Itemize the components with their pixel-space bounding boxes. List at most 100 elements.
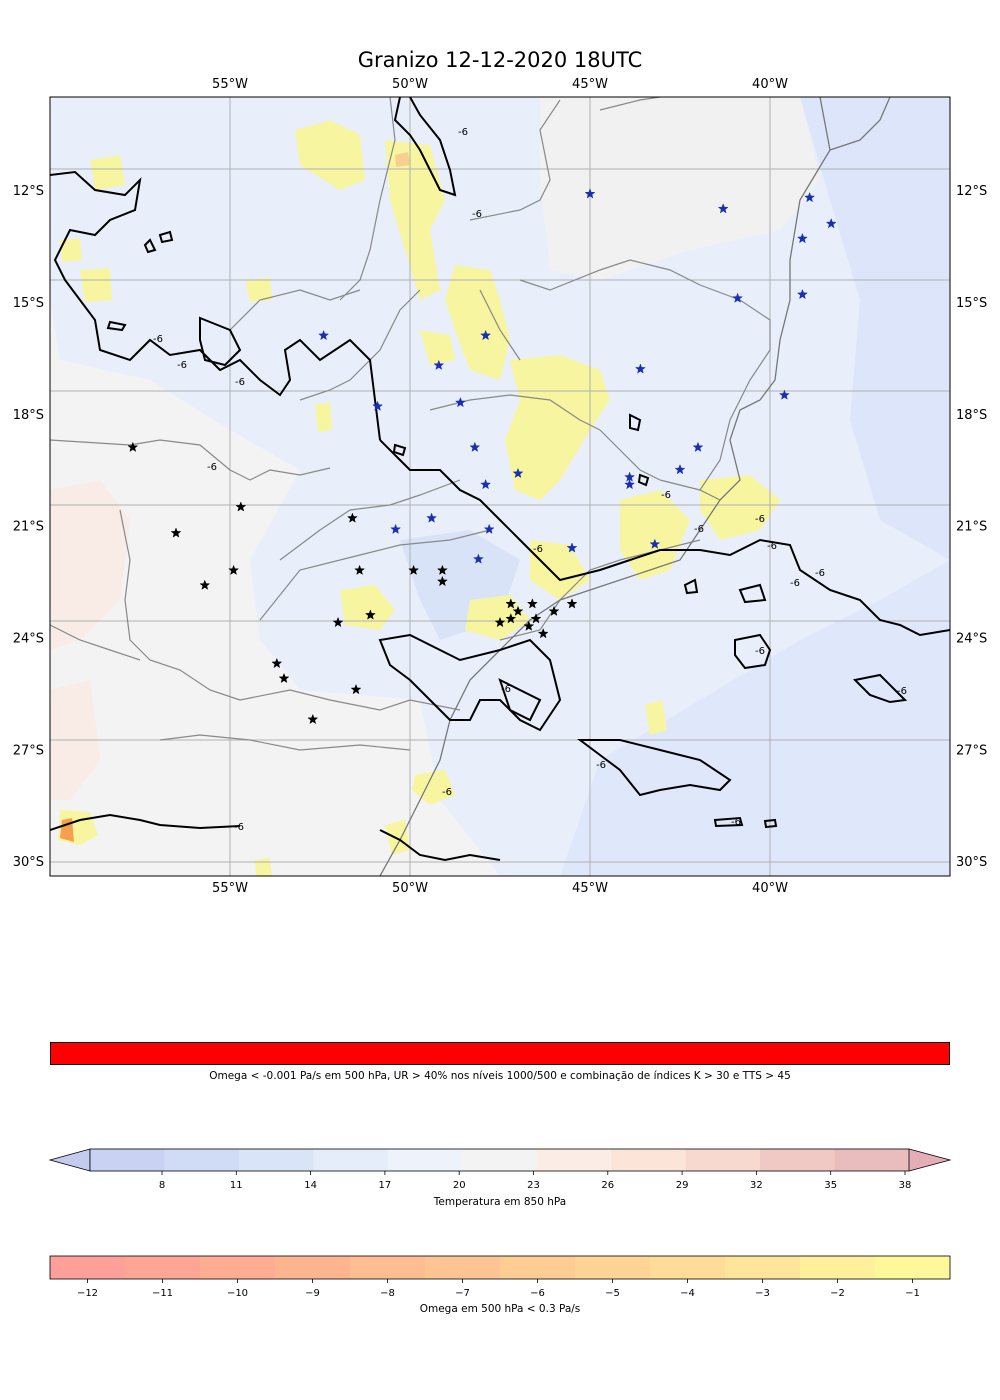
hail-report-blue-star <box>634 363 646 374</box>
criteria-colorbar <box>50 1042 950 1065</box>
contour-label: -6 <box>755 514 765 525</box>
colorbar-segment <box>875 1256 951 1279</box>
hail-report-black-star <box>548 605 560 616</box>
contour-label: -6 <box>501 684 511 695</box>
hail-report-blue-star <box>584 188 596 199</box>
hail-report-blue-star <box>796 288 808 300</box>
colorbar-tick-label: 14 <box>304 1180 317 1191</box>
hail-report-black-star <box>523 620 535 631</box>
colorbar-tick-label: 11 <box>230 1180 243 1191</box>
hail-report-black-star <box>170 527 182 538</box>
contour-label: -6 <box>755 646 765 657</box>
hail-report-black-star <box>271 657 283 669</box>
colorbar-segment <box>425 1256 501 1279</box>
hail-report-black-star <box>505 613 517 624</box>
longitude-tick-label: 50°W <box>392 77 428 92</box>
hail-report-black-star <box>228 564 240 575</box>
hail-report-black-star <box>332 616 344 628</box>
colorbar-tick-label: 8 <box>159 1180 165 1191</box>
hail-report-blue-star <box>825 217 837 229</box>
contour-label: -6 <box>177 360 187 371</box>
latitude-labels: 12°S 12°S 15°S 15°S 18°S 18°S 21°S 21°S 24°S 24°S… <box>13 184 988 870</box>
contour-label: -6 <box>596 760 606 771</box>
latitude-tick-label: 18°S <box>956 408 987 423</box>
contour-label: -6 <box>472 209 482 220</box>
latitude-tick-label: 27°S <box>956 743 987 758</box>
colorbar-segment <box>834 1149 910 1171</box>
contour-label: -6 <box>458 127 468 138</box>
temperature-colorbar-label: Temperatura em 850 hPa <box>433 1196 567 1208</box>
colorbar-segment <box>536 1149 612 1171</box>
colorbar-segment <box>387 1149 463 1171</box>
colorbar-tick-label: −4 <box>680 1288 695 1299</box>
omega-contours <box>50 97 950 862</box>
latitude-tick-label: 21°S <box>13 520 44 535</box>
longitude-tick-label: 40°W <box>752 77 788 92</box>
colorbar-segment <box>650 1256 726 1279</box>
hail-report-blue-star <box>469 441 481 452</box>
hail-report-blue-star <box>483 523 495 534</box>
map-title: Granizo 12-12-2020 18UTC <box>357 48 643 72</box>
colorbar-extend-max <box>908 1148 952 1172</box>
latitude-tick-label: 30°S <box>956 855 987 870</box>
hail-report-black-star <box>537 627 549 639</box>
latitude-tick-label: 15°S <box>956 296 987 311</box>
hail-report-blue-star <box>318 329 330 341</box>
contour-label: -6 <box>897 686 907 697</box>
longitude-tick-label: 40°W <box>752 881 788 896</box>
hail-report-blue-star <box>692 441 704 452</box>
hail-report-blue-star <box>480 478 492 490</box>
contour-label: -6 <box>153 334 163 345</box>
hail-report-blue-star <box>717 203 729 214</box>
hail-report-blue-star <box>426 512 438 523</box>
hail-report-black-star <box>505 598 517 609</box>
colorbar-segment <box>500 1256 576 1279</box>
hail-report-blue-star <box>512 467 524 479</box>
latitude-tick-label: 21°S <box>956 520 987 535</box>
longitude-labels: 55°W 55°W 50°W 50°W 45°W 45°W 40°W 40°W <box>212 77 788 896</box>
hail-report-blue-star <box>796 232 808 244</box>
latitude-tick-label: 12°S <box>956 184 987 199</box>
hail-report-black-star <box>512 605 524 616</box>
contour-label: -6 <box>234 822 244 833</box>
gridlines <box>50 97 950 876</box>
hail-reports-blue <box>318 188 837 564</box>
longitude-tick-label: 45°W <box>572 77 608 92</box>
contour-label: -6 <box>207 462 217 473</box>
colorbar-segment <box>685 1149 761 1171</box>
longitude-tick-label: 55°W <box>212 881 248 896</box>
contour-label: -6 <box>533 544 543 555</box>
hail-report-black-star <box>436 564 448 575</box>
latitude-tick-label: 12°S <box>13 184 44 199</box>
contour-label: -6 <box>815 568 825 579</box>
hail-report-black-star <box>354 564 366 575</box>
longitude-tick-label: 45°W <box>572 881 608 896</box>
temperature-colorbar: 8 11 14 17 20 23 26 29 32 35 38 <box>48 1148 952 1191</box>
hail-report-black-star <box>235 501 247 512</box>
contour-label: -6 <box>235 377 245 388</box>
contour-label: -6 <box>790 578 800 589</box>
colorbar-tick-label: 35 <box>824 1180 837 1191</box>
map-frame <box>49 96 951 877</box>
colorbar-segment <box>275 1256 351 1279</box>
hail-report-black-star <box>408 564 420 575</box>
hail-report-black-star <box>199 579 211 590</box>
colorbar-segment <box>125 1256 201 1279</box>
latitude-tick-label: 27°S <box>13 743 44 758</box>
colorbar-tick-label: −1 <box>905 1288 920 1299</box>
colorbar-tick-label: −9 <box>305 1288 320 1299</box>
latitude-tick-label: 18°S <box>13 408 44 423</box>
hail-report-blue-star <box>372 400 384 411</box>
colorbar-segment <box>800 1256 876 1279</box>
hail-report-blue-star <box>649 538 661 549</box>
latitude-tick-label: 24°S <box>956 631 987 646</box>
colorbar-tick-label: −3 <box>755 1288 770 1299</box>
colorbar-segment <box>725 1256 801 1279</box>
latitude-tick-label: 24°S <box>13 631 44 646</box>
temperature-field-west-warm <box>50 480 130 650</box>
contour-label: -6 <box>694 524 704 535</box>
hail-report-black-star <box>436 575 448 587</box>
colorbar-tick-label: −7 <box>455 1288 470 1299</box>
hail-report-blue-star <box>480 329 492 341</box>
colorbar-segment <box>611 1149 687 1171</box>
